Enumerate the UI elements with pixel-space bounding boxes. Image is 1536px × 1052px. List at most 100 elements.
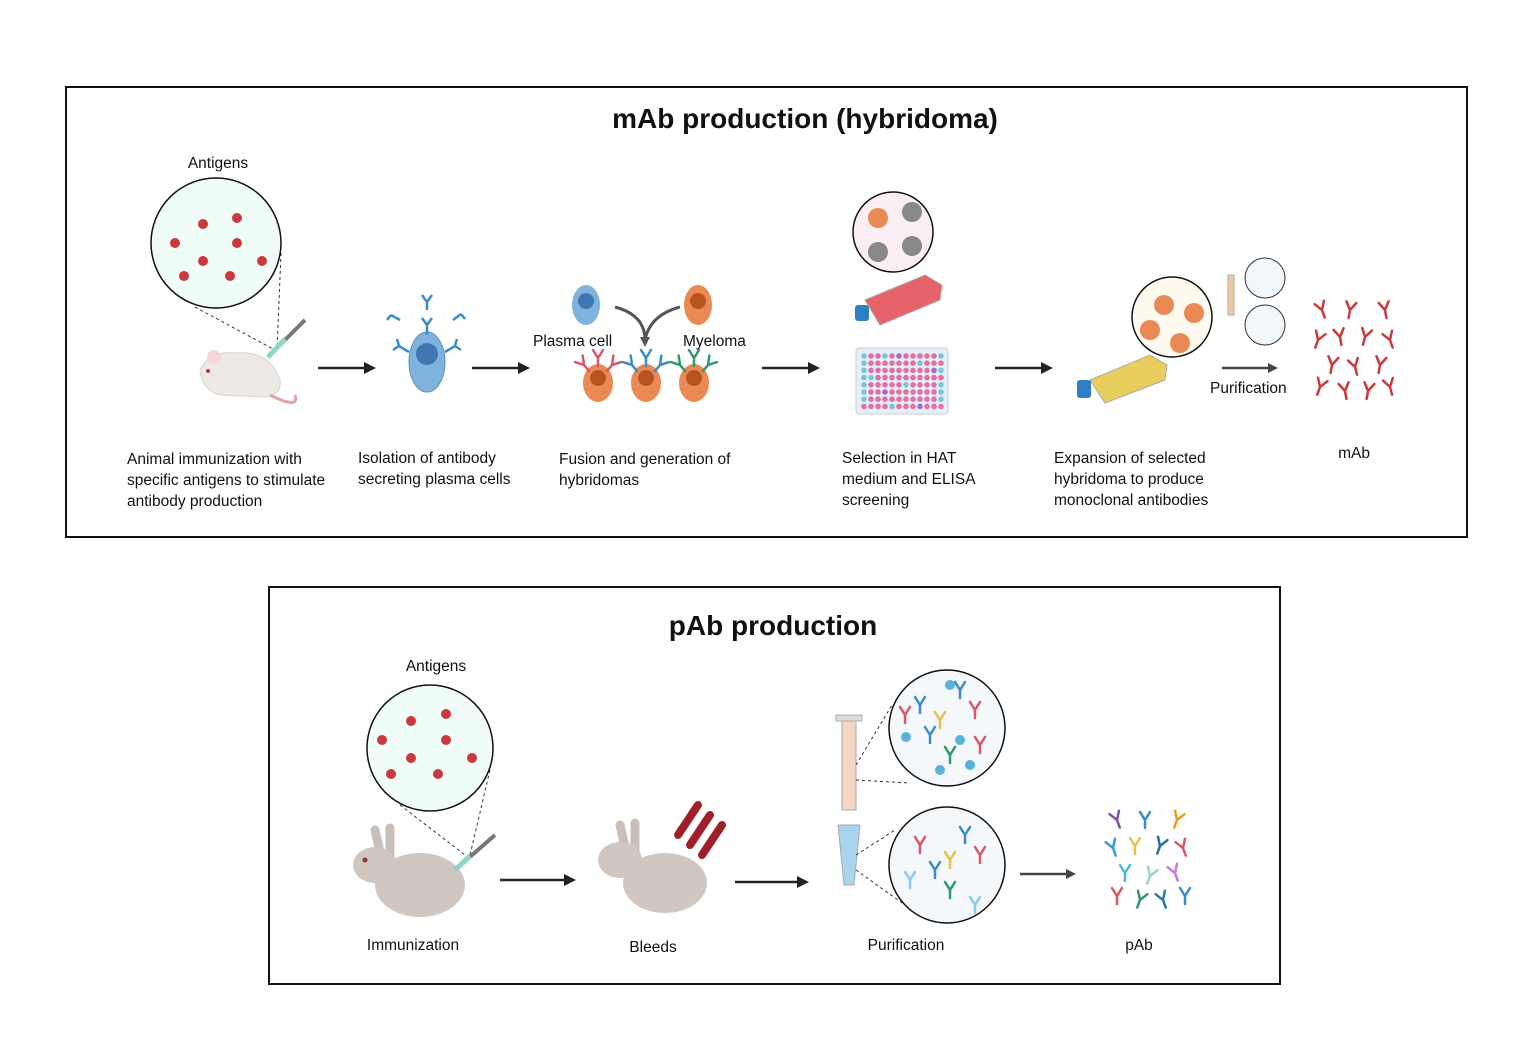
- antibody-icon: [605, 354, 623, 373]
- antibody-shape: [968, 700, 982, 720]
- step-expansion-label: Expansion of selected hybridoma to produ…: [1054, 450, 1209, 509]
- antibody-icon: [1314, 329, 1327, 349]
- antigens-label: Antigens: [187, 155, 249, 172]
- step-selection-label: Selection in HAT medium and ELISA screen…: [842, 450, 976, 509]
- elisa-well: [903, 396, 909, 402]
- antibody-icon: [1316, 376, 1329, 396]
- antibody-shape: [1327, 355, 1340, 375]
- elisa-well: [910, 403, 916, 410]
- step-immunization-label: Animal immunization with specific antige…: [127, 451, 326, 510]
- antibody-shape: [1108, 809, 1121, 829]
- arrow-p2: [735, 876, 809, 888]
- antibody-shape: [1360, 326, 1374, 346]
- pab-label: pAb: [1125, 937, 1153, 954]
- arrow-2: [472, 362, 530, 374]
- antibody-shape: [669, 354, 687, 373]
- antibody-icon: [943, 745, 957, 765]
- elisa-well: [868, 396, 874, 402]
- elisa-well: [861, 367, 867, 374]
- elisa-well: [889, 403, 895, 410]
- protein-dot: [955, 735, 965, 745]
- antibody-shape: [591, 348, 605, 368]
- antibody-icon: [669, 354, 687, 373]
- elisa-well: [903, 374, 909, 381]
- mouse-icon: [199, 318, 307, 404]
- elisa-well: [896, 403, 902, 410]
- protein-dot: [945, 680, 955, 690]
- antibody-shape: [923, 725, 937, 745]
- antibody-icon: [1154, 889, 1167, 909]
- elisa-well: [903, 360, 909, 366]
- elisa-well: [917, 396, 923, 402]
- antibody-shape: [903, 870, 917, 890]
- antibody-shape: [1337, 381, 1350, 401]
- antibody-icon: [1346, 356, 1360, 376]
- antibody-icon: [1363, 381, 1376, 401]
- elisa-well: [889, 396, 895, 402]
- pab-antigens-label: Antigens: [405, 658, 467, 675]
- elisa-well: [931, 374, 937, 381]
- antibody-icon: [1108, 809, 1121, 829]
- antibody-shape: [1166, 862, 1179, 882]
- antibody-icon: [1104, 837, 1117, 857]
- elisa-well: [938, 353, 944, 359]
- elisa-well: [931, 382, 937, 388]
- protein-dot: [965, 760, 975, 770]
- antibody-icon: [621, 354, 639, 373]
- antigen-dot: [198, 219, 208, 229]
- antibody-shape: [701, 354, 719, 373]
- antibody-icon: [933, 710, 947, 730]
- elisa-well: [882, 374, 888, 381]
- antibody-icon: [943, 880, 957, 900]
- elisa-well: [875, 403, 881, 410]
- antibody-icon: [639, 348, 653, 368]
- antigen-dot: [257, 256, 267, 266]
- pab-antibodies: [1104, 809, 1192, 909]
- antibody-shape: [1346, 356, 1360, 376]
- antibody-icon: [1381, 376, 1395, 396]
- antibody-shape: [958, 825, 972, 845]
- elisa-well: [875, 389, 881, 395]
- antibody-icon: [943, 850, 957, 870]
- elisa-well: [896, 382, 902, 388]
- hybridoma-nucleus: [686, 370, 702, 386]
- antibody-icon: [687, 348, 701, 368]
- elisa-well: [875, 382, 881, 388]
- hat-selection-flask: [852, 191, 943, 326]
- antibody-shape: [913, 835, 927, 855]
- antibody-icon: [591, 348, 605, 368]
- antibody-icon: [1332, 327, 1345, 347]
- elisa-well: [931, 367, 937, 374]
- elisa-well: [917, 389, 923, 395]
- elisa-well: [868, 374, 874, 381]
- elisa-well: [910, 367, 916, 374]
- antibody-shape: [1136, 889, 1149, 909]
- antibody-icon: [1377, 300, 1390, 320]
- plasma-cell-icon: [386, 294, 466, 393]
- elisa-well: [910, 353, 916, 359]
- rabbit-immunized-icon: [353, 823, 497, 917]
- antibody-icon: [1173, 809, 1186, 829]
- antibody-shape: [639, 348, 653, 368]
- elisa-well: [882, 389, 888, 395]
- antibody-shape: [943, 850, 957, 870]
- antibody-icon: [1337, 381, 1350, 401]
- elisa-well: [903, 403, 909, 410]
- elisa-well: [924, 389, 930, 395]
- elisa-well: [931, 403, 937, 410]
- arrow-1: [318, 362, 376, 374]
- elisa-well: [938, 396, 944, 402]
- elisa-well: [931, 396, 937, 402]
- elisa-well: [917, 403, 923, 410]
- antibody-shape: [1314, 329, 1327, 349]
- antibody-shape: [968, 895, 982, 915]
- elisa-well: [931, 353, 937, 359]
- fusion-illustration: [572, 285, 719, 402]
- hybridoma-nucleus: [590, 370, 606, 386]
- antibody-shape: [1377, 300, 1390, 320]
- elisa-well: [910, 360, 916, 366]
- elisa-well: [903, 367, 909, 374]
- arrow-4: [995, 362, 1053, 374]
- antibody-shape: [1110, 886, 1124, 906]
- hybridoma-nucleus: [638, 370, 654, 386]
